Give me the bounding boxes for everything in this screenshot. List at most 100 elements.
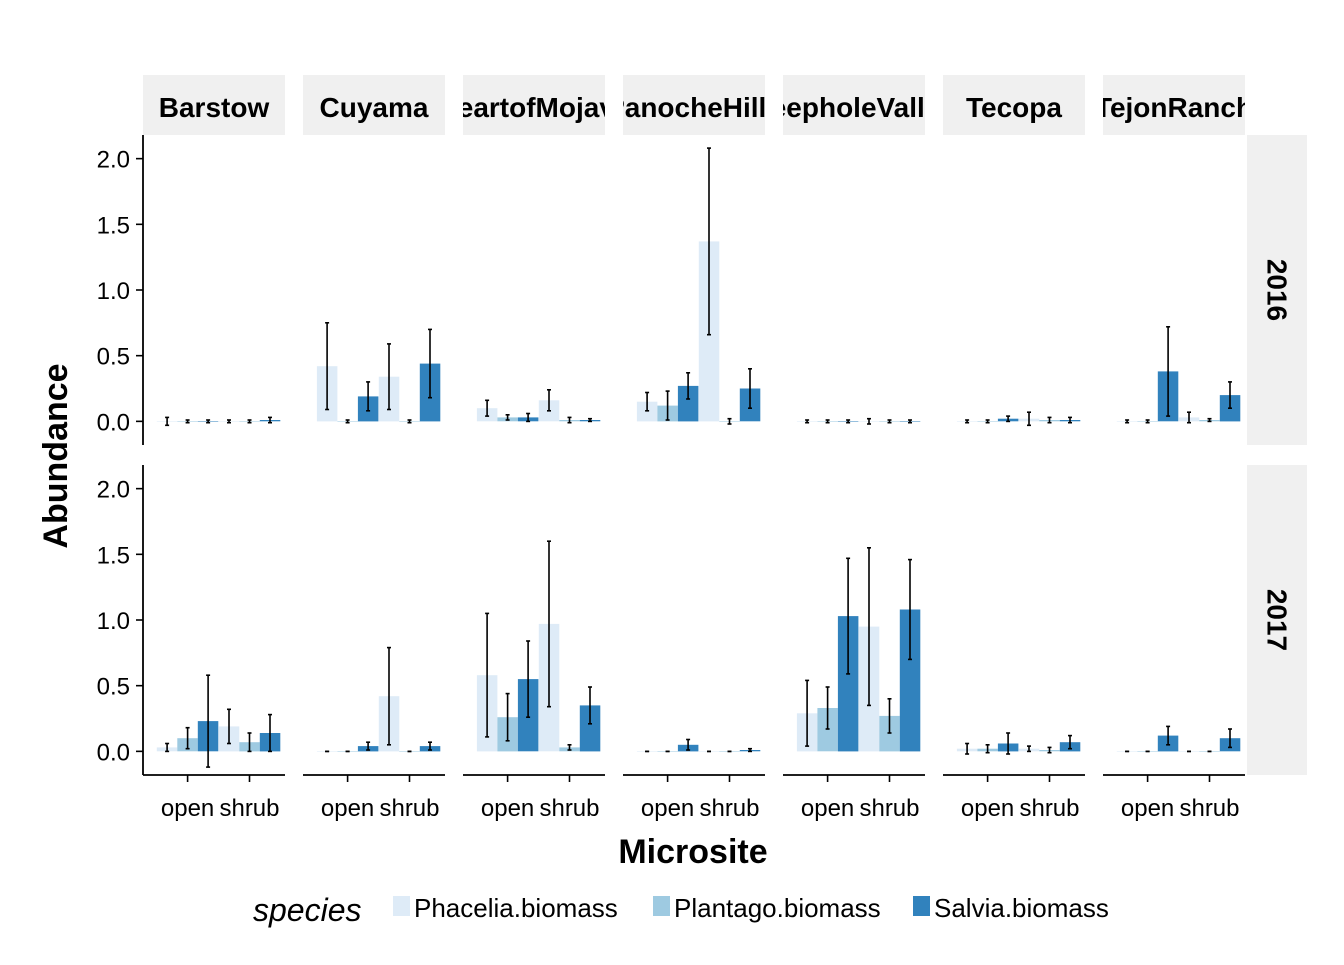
x-tick-label-open: open xyxy=(321,795,374,822)
errorbar-2016-heartofmojave-open-plantago-biomass xyxy=(505,413,510,421)
strip-label-peepholevalley: PeepholeValley xyxy=(752,92,956,123)
strip-bg-peepholevalley xyxy=(783,75,925,135)
strip-bg-tejonranch xyxy=(1103,75,1245,135)
panel-2016-peepholevalley xyxy=(796,417,921,425)
x-axis-tejonranch: open shrub xyxy=(1103,774,1245,822)
errorbar-2017-heartofmojave-open-salvia-biomass xyxy=(526,640,531,719)
errorbar-2017-tejonranch-shrub-salvia-biomass xyxy=(1228,728,1232,749)
errorbar-2016-tecopa-shrub-salvia-biomass xyxy=(1068,416,1072,424)
errorbar-2016-peepholevalley-shrub-plantago-biomass xyxy=(887,419,892,424)
legend-swatch-phacelia-biomass xyxy=(393,896,410,916)
errorbar-2016-panochehills-open-salvia-biomass xyxy=(686,371,691,400)
x-axis-title: Microsite xyxy=(618,833,767,871)
panel-2017-heartofmojave xyxy=(476,540,601,752)
legend-label-plantago-biomass: Plantago.biomass xyxy=(674,893,881,923)
legend-swatch-salvia-biomass xyxy=(913,896,930,916)
panel-2016-tejonranch xyxy=(1116,325,1241,424)
legend-item-salvia-biomass: Salvia.biomass xyxy=(913,893,1109,923)
errorbar-2016-cuyama-shrub-plantago-biomass xyxy=(407,419,412,424)
legend-item-phacelia-biomass: Phacelia.biomass xyxy=(393,893,618,923)
errorbar-2016-tejonranch-open-phacelia-biomass xyxy=(1125,419,1130,424)
errorbar-2017-cuyama-shrub-phacelia-biomass xyxy=(387,646,391,746)
legend-item-plantago-biomass: Plantago.biomass xyxy=(653,893,881,923)
errorbar-2016-barstow-open-phacelia-biomass xyxy=(165,416,170,427)
errorbar-2017-panochehills-shrub-salvia-biomass xyxy=(748,747,752,753)
x-tick-label-open: open xyxy=(801,795,854,822)
facet-panels xyxy=(156,147,1241,768)
strip-bg-tecopa xyxy=(943,75,1085,135)
errorbar-2017-heartofmojave-shrub-salvia-biomass xyxy=(588,686,592,725)
errorbar-2016-panochehills-open-phacelia-biomass xyxy=(645,391,650,412)
errorbar-2016-cuyama-open-phacelia-biomass xyxy=(325,321,330,411)
errorbar-2017-heartofmojave-shrub-plantago-biomass xyxy=(567,743,572,751)
strip-label-cuyama: Cuyama xyxy=(320,92,429,123)
legend-swatch-plantago-biomass xyxy=(653,896,670,916)
strip-bg-barstow xyxy=(143,75,285,135)
errorbar-2017-tecopa-open-salvia-biomass xyxy=(1006,732,1011,755)
errorbar-2016-peepholevalley-shrub-salvia-biomass xyxy=(908,419,912,424)
errorbar-2016-peepholevalley-open-salvia-biomass xyxy=(846,419,851,424)
errorbar-2017-barstow-shrub-plantago-biomass xyxy=(247,732,252,753)
x-tick-label-shrub: shrub xyxy=(539,795,599,822)
panel-2016-panochehills xyxy=(636,147,761,425)
errorbar-2016-cuyama-shrub-salvia-biomass xyxy=(428,328,432,399)
row-strip-label-2017: 2017 xyxy=(1262,589,1293,651)
errorbar-2017-tecopa-open-plantago-biomass xyxy=(985,743,990,754)
y-tick-label: 1.0 xyxy=(97,608,130,635)
x-tick-label-shrub: shrub xyxy=(699,795,759,822)
legend-label-phacelia-biomass: Phacelia.biomass xyxy=(414,893,618,923)
row-strip-bg-2017 xyxy=(1247,465,1307,775)
errorbar-2017-heartofmojave-open-phacelia-biomass xyxy=(485,612,490,738)
y-tick-label: 1.0 xyxy=(97,278,130,305)
legend-label-salvia-biomass: Salvia.biomass xyxy=(934,893,1109,923)
errorbar-2016-heartofmojave-open-salvia-biomass xyxy=(526,412,531,423)
errorbar-2016-peepholevalley-shrub-phacelia-biomass xyxy=(867,417,871,425)
errorbar-2016-heartofmojave-open-phacelia-biomass xyxy=(485,399,490,417)
x-tick-label-open: open xyxy=(961,795,1014,822)
errorbar-2017-peepholevalley-shrub-salvia-biomass xyxy=(908,558,912,661)
errorbar-2016-panochehills-shrub-phacelia-biomass xyxy=(707,147,711,336)
strip-bg-heartofmojave xyxy=(463,75,605,135)
errorbar-2017-heartofmojave-shrub-phacelia-biomass xyxy=(547,540,551,708)
errorbar-2016-peepholevalley-open-phacelia-biomass xyxy=(805,419,810,424)
panel-2016-tecopa xyxy=(956,411,1081,427)
errorbar-2017-barstow-open-salvia-biomass xyxy=(206,674,211,768)
strip-label-tejonranch: TejonRanch xyxy=(1095,92,1253,123)
strip-label-panochehills: PanocheHills xyxy=(606,92,782,123)
y-tick-label: 0.5 xyxy=(97,674,130,701)
x-tick-label-shrub: shrub xyxy=(859,795,919,822)
row-strip-bg-2016 xyxy=(1247,135,1307,445)
errorbar-2016-cuyama-shrub-phacelia-biomass xyxy=(387,343,391,411)
x-axis-peepholevalley: open shrub xyxy=(783,774,925,822)
errorbar-2016-tecopa-open-salvia-biomass xyxy=(1006,415,1011,423)
y-tick-label: 2.0 xyxy=(97,477,130,504)
errorbar-2016-panochehills-shrub-plantago-biomass xyxy=(727,417,732,425)
errorbar-2017-peepholevalley-open-plantago-biomass xyxy=(825,686,830,730)
errorbar-2016-barstow-shrub-plantago-biomass xyxy=(247,419,252,424)
x-tick-label-open: open xyxy=(481,795,534,822)
errorbar-2017-tecopa-shrub-plantago-biomass xyxy=(1047,746,1052,754)
panel-2017-tejonranch xyxy=(1116,725,1241,753)
errorbar-2016-tecopa-open-phacelia-biomass xyxy=(965,419,970,424)
legend-title: species xyxy=(253,892,362,928)
x-axis-cuyama: open shrub xyxy=(303,774,445,822)
errorbar-2016-panochehills-open-plantago-biomass xyxy=(665,390,670,421)
errorbar-2016-heartofmojave-shrub-phacelia-biomass xyxy=(547,388,551,412)
x-axis-heartofmojave: open shrub xyxy=(463,774,605,822)
strip-bg-cuyama xyxy=(303,75,445,135)
x-tick-label-shrub: shrub xyxy=(219,795,279,822)
errorbar-2016-barstow-open-plantago-biomass xyxy=(185,419,190,424)
errorbar-2016-tejonranch-open-salvia-biomass xyxy=(1166,325,1171,417)
x-tick-label-shrub: shrub xyxy=(1179,795,1239,822)
errorbar-2017-peepholevalley-shrub-phacelia-biomass xyxy=(867,546,871,707)
y-tick-label: 0.0 xyxy=(97,409,130,436)
panel-2016-cuyama xyxy=(316,321,441,424)
errorbar-2016-tecopa-shrub-phacelia-biomass xyxy=(1027,411,1031,427)
errorbar-2017-tejonranch-open-salvia-biomass xyxy=(1166,725,1171,746)
x-tick-label-shrub: shrub xyxy=(1019,795,1079,822)
errorbar-2017-barstow-open-phacelia-biomass xyxy=(165,742,170,753)
errorbar-2016-barstow-shrub-phacelia-biomass xyxy=(227,419,231,424)
x-tick-label-open: open xyxy=(161,795,214,822)
errorbar-2017-tecopa-open-phacelia-biomass xyxy=(965,742,970,755)
